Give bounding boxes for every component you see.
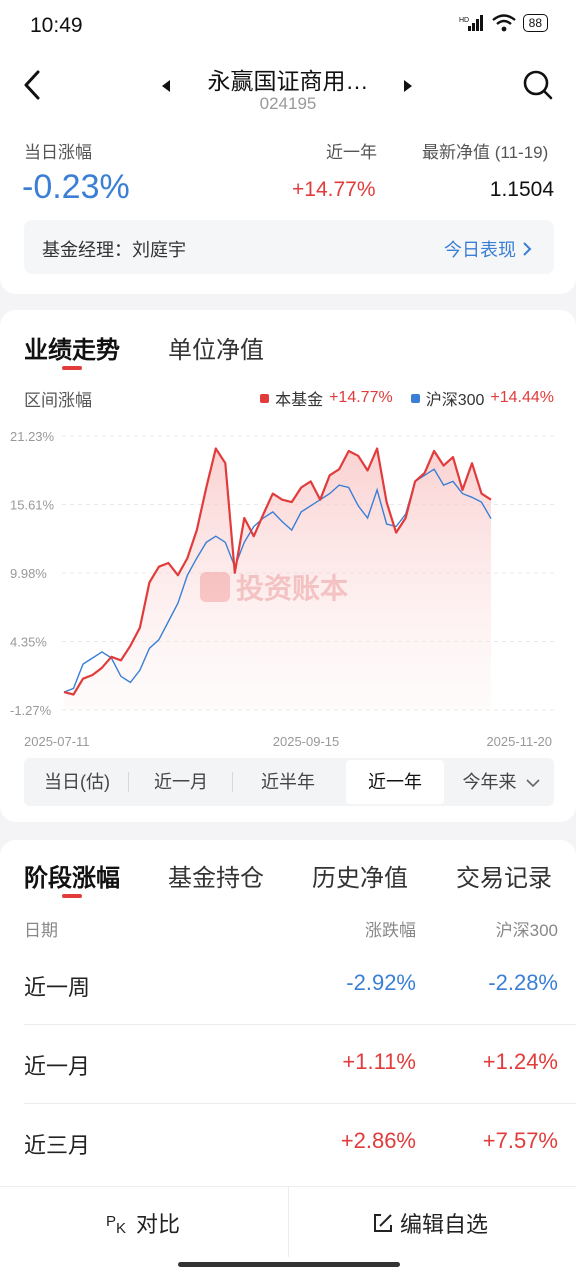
daily-change-value: -0.23%: [22, 168, 130, 206]
fund-summary: 当日涨幅 近一年 最新净值 (11-19) -0.23% +14.77% 1.1…: [0, 122, 576, 294]
watermark: 投资账本: [200, 572, 348, 604]
chart-legend: 本基金 +14.77% 沪深300 +14.44%: [260, 386, 554, 410]
watermark-text: 投资账本: [236, 573, 348, 604]
period-ytd-label: 今年来: [462, 772, 517, 792]
wifi-icon: [491, 14, 516, 32]
legend-swatch-index: [410, 393, 420, 403]
period-divider: [232, 772, 233, 792]
row-change: +1.11%: [342, 1049, 416, 1074]
y-tick-label: 4.35%: [10, 635, 47, 650]
legend-index-name: 沪深300: [425, 392, 485, 409]
y-tick-label: -1.27%: [10, 703, 52, 718]
home-indicator: [178, 1262, 400, 1267]
svg-text:HD: HD: [459, 17, 469, 24]
performance-card: 业绩走势 单位净值 区间涨幅 本基金 +14.77% 沪深300 +14.44%…: [0, 310, 576, 822]
chevron-down-icon: [525, 779, 540, 788]
signal-icon: HD: [459, 15, 483, 31]
row-change: +2.86%: [340, 1128, 416, 1153]
next-fund-icon[interactable]: [402, 79, 414, 93]
row-index-change: -2.28%: [488, 970, 558, 995]
row-index-change: +7.57%: [482, 1128, 558, 1153]
table-row: 近一月 +1.11% +1.24%: [0, 1025, 576, 1104]
compare-label: 对比: [136, 1212, 181, 1237]
fund-series-line: [63, 447, 492, 696]
status-bar: 10:49 HD 88: [0, 0, 576, 52]
today-performance-link[interactable]: 今日表现: [444, 236, 532, 262]
period-one-month[interactable]: 近一月: [154, 772, 208, 792]
period-half-year[interactable]: 近半年: [261, 772, 315, 792]
fund-name: 永赢国证商用…: [207, 68, 369, 94]
y-tick-label: 21.23%: [10, 429, 55, 444]
legend-fund-name: 本基金: [275, 392, 324, 409]
year-change-value: +14.77%: [292, 178, 376, 201]
column-header-index: 沪深300: [495, 921, 558, 940]
fund-manager: 基金经理：刘庭宇: [42, 240, 186, 260]
period-divider: [128, 772, 129, 792]
compare-button[interactable]: P K 对比: [106, 1207, 180, 1239]
svg-text:K: K: [116, 1220, 126, 1235]
daily-change-label: 当日涨幅: [24, 143, 92, 162]
edit-watchlist-label: 编辑自选: [400, 1212, 489, 1237]
tab-unit-nav[interactable]: 单位净值: [168, 337, 264, 364]
nav-label: 最新净值 (11-19): [422, 143, 549, 162]
active-tab-indicator: [62, 366, 82, 370]
row-divider: [24, 1024, 576, 1025]
period-ytd-dropdown[interactable]: 今年来: [448, 758, 554, 806]
period-one-year[interactable]: 近一年: [346, 760, 444, 804]
period-today-estimate[interactable]: 当日(估): [44, 772, 110, 792]
year-change-label: 近一年: [326, 143, 377, 162]
row-period: 近一月: [24, 1054, 91, 1079]
performance-chart[interactable]: 投资账本 21.23% 15.61% 9.98% 4.35% -1.27% 2025-07…: [0, 420, 576, 750]
row-divider: [24, 1103, 576, 1104]
pk-icon: P K: [106, 1213, 126, 1235]
y-tick-label: 15.61%: [10, 497, 55, 512]
svg-text:P: P: [106, 1213, 116, 1230]
column-header-change: 涨跌幅: [365, 921, 416, 940]
prev-fund-icon[interactable]: [160, 79, 172, 93]
legend-swatch-fund: [260, 393, 270, 403]
y-tick-label: 9.98%: [10, 566, 47, 581]
edit-watchlist-button[interactable]: 编辑自选: [372, 1207, 488, 1239]
tab-performance-trend[interactable]: 业绩走势: [24, 337, 120, 364]
table-row: 近一周 -2.92% -2.28%: [0, 946, 576, 1025]
fund-code: 024195: [259, 94, 317, 113]
tab-transactions[interactable]: 交易记录: [456, 865, 552, 892]
manager-box[interactable]: 基金经理：刘庭宇 今日表现: [24, 220, 554, 274]
column-header-date: 日期: [24, 921, 58, 940]
table-row: 近三月 +2.86% +7.57%: [0, 1104, 576, 1183]
tab-holdings[interactable]: 基金持仓: [168, 865, 264, 892]
battery-icon: 88: [522, 14, 548, 32]
tab-stage-returns[interactable]: 阶段涨幅: [24, 865, 120, 892]
legend-fund-return: +14.77%: [329, 389, 393, 406]
row-period: 近一周: [24, 975, 91, 1000]
status-time: 10:49: [30, 14, 83, 37]
chevron-right-icon: [523, 242, 532, 256]
row-index-change: +1.24%: [482, 1049, 558, 1074]
row-change: -2.92%: [346, 970, 416, 995]
x-tick-label: 2025-09-15: [273, 734, 340, 749]
legend-index-return: +14.44%: [490, 389, 554, 406]
today-performance-label: 今日表现: [444, 240, 516, 260]
x-tick-label: 2025-11-20: [486, 734, 552, 749]
bottom-divider: [288, 1187, 289, 1257]
x-tick-label: 2025-07-11: [24, 734, 90, 749]
header: 永赢国证商用… 024195: [0, 52, 576, 122]
status-icons: HD 88: [459, 14, 548, 32]
range-change-label: 区间涨幅: [24, 391, 92, 410]
search-icon[interactable]: [522, 68, 554, 102]
nav-value: 1.1504: [489, 178, 554, 201]
back-icon[interactable]: [18, 68, 48, 102]
tab-nav-history[interactable]: 历史净值: [312, 865, 408, 892]
period-selector: 当日(估) 近一月 近半年 近一年 今年来: [24, 758, 554, 806]
active-tab-indicator: [62, 894, 82, 898]
row-period: 近三月: [24, 1133, 91, 1158]
edit-icon: [374, 1214, 392, 1232]
